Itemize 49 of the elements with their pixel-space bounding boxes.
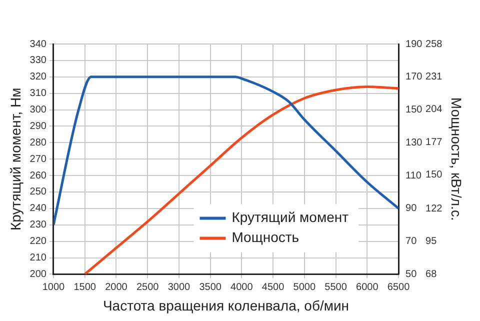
y2-axis-title: Мощность, кВт/л.с. [448,97,465,221]
y2-tick-label: 170 [406,72,423,83]
y-tick-label: 310 [30,88,47,100]
y-tick-label: 230 [30,220,47,231]
line-series [84,86,399,274]
x-tick-label: 5500 [324,282,348,293]
y-tick-label: 330 [30,55,47,66]
x-tick-label: 6000 [356,282,379,293]
x-tick-label: 3000 [168,282,191,293]
y-axis-title: Крутящий момент, Нм [7,88,24,230]
y3-tick-label: 231 [426,71,443,82]
y3-tick-label: 68 [426,268,438,280]
y-tick-label: 210 [30,252,47,264]
y2-tick-label: 70 [406,236,418,248]
y2-tick-label: 150 [406,104,423,116]
y-tick-label: 260 [30,170,47,182]
y-tick-label: 220 [30,236,47,248]
y3-tick-label: 95 [426,236,438,248]
y3-tick-label: 150 [426,170,443,181]
y3-tick-label: 204 [426,104,443,116]
y3-tick-label: 122 [426,204,443,215]
x-tick-label: 1000 [42,282,66,293]
x-axis-title: Частота вращения коленвала, об/мин [102,297,350,314]
x-tick-label: 4500 [262,282,285,293]
x-tick-label: 5000 [293,282,316,293]
y3-tick-label: 258 [426,38,443,50]
x-tick-label: 2500 [136,282,160,293]
x-tick-label: 2000 [105,282,128,293]
x-tick-label: 4000 [230,282,254,293]
y-tick-label: 270 [30,154,47,165]
y-tick-label: 290 [30,120,47,132]
x-tick-label: 6500 [387,282,410,293]
y-tick-label: 200 [30,268,47,280]
y2-tick-label: 90 [406,203,418,214]
y-tick-label: 280 [30,137,47,148]
y-tick-label: 300 [30,104,47,116]
y2-tick-label: 50 [406,268,418,280]
y-tick-label: 320 [30,72,47,83]
x-tick-label: 1500 [74,282,96,293]
y-tick-label: 240 [30,203,47,214]
y2-tick-label: 110 [406,170,422,182]
y3-tick-label: 177 [426,136,443,148]
y-tick-label: 340 [30,38,47,50]
legend-label: Крутящий момент [232,209,350,226]
y2-tick-label: 190 [406,38,423,50]
x-tick-label: 3500 [199,282,222,293]
y-tick-label: 250 [30,186,47,198]
y2-tick-label: 130 [406,137,423,148]
legend-label: Мощность [232,229,300,246]
